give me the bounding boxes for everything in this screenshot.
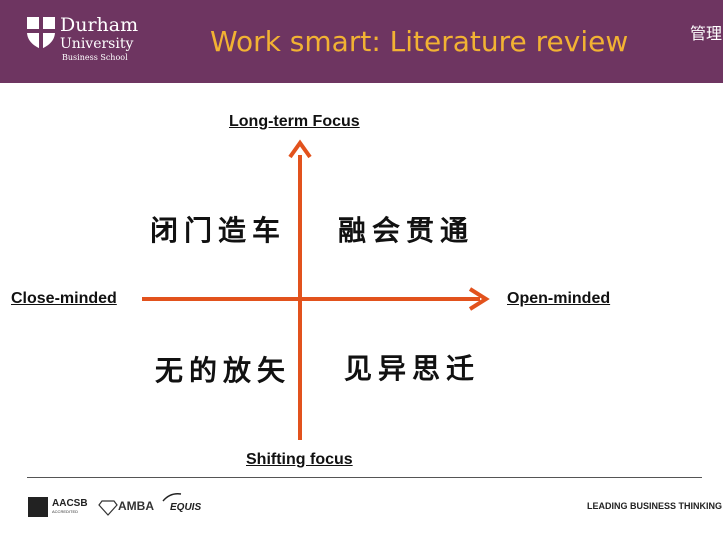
amba-label: AMBA <box>118 499 154 513</box>
equis-badge: EQUIS <box>160 492 204 522</box>
amba-badge: AMBA <box>98 492 154 522</box>
quadrant-top-right: 融会贯通 <box>338 214 475 247</box>
quadrant-axes <box>142 139 490 440</box>
footer-divider <box>27 477 702 478</box>
shield-icon <box>27 17 55 49</box>
diamond-icon <box>98 500 118 516</box>
axis-label-bottom: Shifting focus <box>246 451 353 468</box>
axis-label-top: Long-term Focus <box>229 113 360 130</box>
quadrant-bottom-right: 见异思迁 <box>344 352 481 385</box>
aacsb-badge: AACSB ACCREDITED <box>28 492 90 522</box>
axis-label-right: Open-minded <box>507 290 611 307</box>
swoosh-icon <box>162 493 182 502</box>
right-arrowhead <box>468 287 490 311</box>
tagline: LEADING BUSINESS THINKING <box>587 501 723 511</box>
slide-title: Work smart: Literature review <box>210 25 629 58</box>
logo-line-1: Durham <box>60 14 139 36</box>
equis-label: EQUIS <box>170 502 202 513</box>
quadrant-bottom-left: 无的放矢 <box>155 354 292 387</box>
up-arrowhead <box>288 139 312 159</box>
corner-text: 管理 <box>690 24 723 43</box>
axis-label-left: Close-minded <box>11 290 117 307</box>
university-logo: Durham University Business School <box>26 14 156 70</box>
aacsb-mark-icon <box>28 497 48 517</box>
logo-line-3: Business School <box>62 53 128 62</box>
aacsb-sublabel: ACCREDITED <box>52 509 79 514</box>
aacsb-label: AACSB <box>52 498 88 509</box>
quadrant-top-left: 闭门造车 <box>150 214 287 247</box>
logo-line-2: University <box>60 36 134 52</box>
header-bar: Durham University Business School Work s… <box>0 0 723 83</box>
